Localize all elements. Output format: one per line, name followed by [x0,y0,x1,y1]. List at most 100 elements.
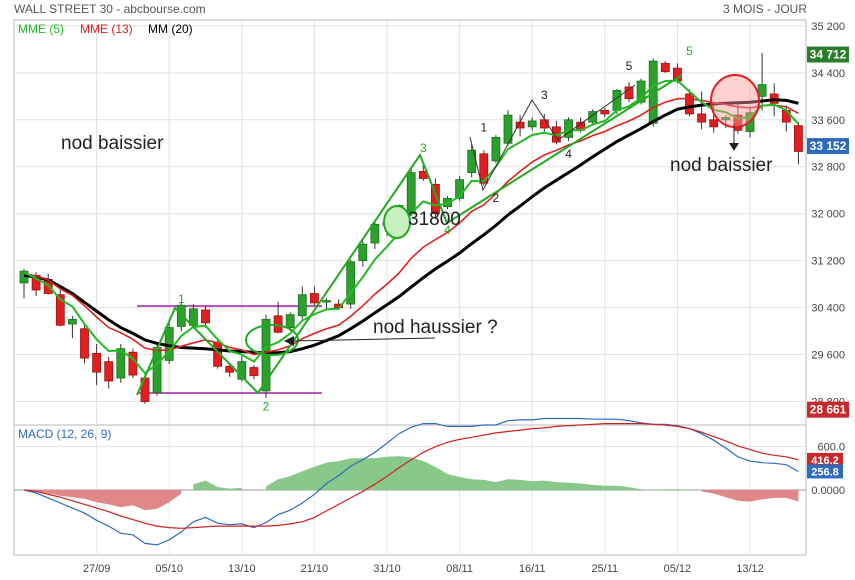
candle-body [104,361,114,382]
candle [515,115,525,137]
red-circle-highlight [710,74,760,128]
candle-body [297,294,307,317]
candle-body [370,223,380,244]
x-tick: 31/10 [373,563,401,575]
macd-histogram [36,456,799,511]
candle [80,325,89,364]
candle-body [685,93,694,115]
candle-body [794,125,803,152]
candle-body [406,172,416,215]
green-wave-polyline [136,74,683,396]
candle [491,135,501,164]
chart-title: WALL STREET 30 - abcbourse.com [14,2,206,16]
price-tag-label: 33 152 [810,139,847,153]
candle-body [697,113,706,123]
annotation-nod-baissier-right: nod baissier [670,155,773,176]
x-tick: 05/10 [155,563,183,575]
legend-mm20: MM (20) [148,22,193,36]
candle-body [636,80,646,103]
candle [346,259,356,309]
price-tag-box [807,46,849,63]
candle-body [358,243,368,262]
candle-body [624,86,634,100]
price-tag-label: 28 661 [810,403,847,417]
macd-tag-box [807,452,843,467]
macd-hist-negative [701,490,799,502]
green-circle-highlight [383,205,411,239]
candle-body [479,153,489,184]
candle [285,312,295,332]
mme13-line [23,97,799,356]
candle [685,89,694,117]
price-tag-box [807,401,849,418]
wave-label: 4 [565,147,572,161]
candle [92,344,101,386]
haussier-arrow-line [291,337,436,342]
candle-body [455,179,465,199]
macd-tag-label: 256.8 [811,466,839,478]
candle-body [92,352,101,373]
x-tick: 08/11 [446,563,473,575]
price-y-tick: 29 600 [811,350,845,362]
wave-label: 2 [263,399,270,413]
macd-y-tick: 0.0000 [811,485,845,497]
candle-body [709,119,719,128]
price-y-tick: 35 200 [811,21,845,33]
candle-body [346,261,356,305]
macd-y-tick: 600.0 [817,442,845,454]
candle-body [430,183,440,215]
candle-body [80,328,89,359]
candle-body [285,314,295,328]
candle-body [721,117,731,121]
candle [322,298,331,309]
price-y-tick: 32 800 [811,162,845,174]
candle [358,239,368,267]
x-tick: 21/10 [301,563,329,575]
candle-body [491,136,501,162]
candle [660,61,670,73]
candle [249,365,259,380]
mm20-line [23,98,799,355]
signal-line [23,423,799,529]
x-tick: 05/12 [664,563,692,575]
candle-body [237,361,247,380]
price-tag-box [807,138,849,155]
wave-label: 2 [493,191,500,205]
price-y-axis: 35 200 34 400 33 600 32 800 32 000 31 200 30 4… [811,21,845,409]
candle [55,290,65,327]
candle [479,150,489,186]
wave-label: 1 [178,292,185,306]
x-tick: 13/12 [736,563,764,575]
candle [68,315,77,339]
candle [188,304,198,328]
candle-body [116,348,126,379]
macd-hist-positive [193,480,242,490]
haussier-arrow-head [284,336,294,346]
candle [527,117,537,131]
green-ellipse-highlight [245,324,299,356]
annotation-31800: 31800 [408,209,461,230]
candle [370,221,380,249]
x-tick: 16/11 [519,563,546,575]
x-axis: 27/09 05/10 13/10 21/10 31/10 08/11 16/11 25/11… [83,563,764,575]
price-y-tick: 33 600 [811,115,845,127]
price-tags: 34 712 33 152 28 661 [807,46,849,418]
wave-labels: 1 2 3 4 5 1 2 3 4 5 [178,44,693,413]
candle-body [660,63,670,73]
candle [588,109,598,125]
wave-label: 1 [480,121,487,135]
candle [564,117,573,141]
candle-body [55,294,65,326]
candle-body [201,309,210,324]
price-y-tick: 34 400 [811,68,845,80]
candle-body [273,315,283,333]
annotation-nod-baissier-left: nod baissier [61,133,164,154]
candle [297,286,307,320]
annotation-nod-haussier: nod haussier ? [373,317,498,338]
black-wave-polyline [469,84,636,192]
candle-body [757,84,767,97]
candle [697,91,706,130]
price-y-tick: 30 400 [811,303,845,315]
x-tick: 25/11 [591,563,618,575]
